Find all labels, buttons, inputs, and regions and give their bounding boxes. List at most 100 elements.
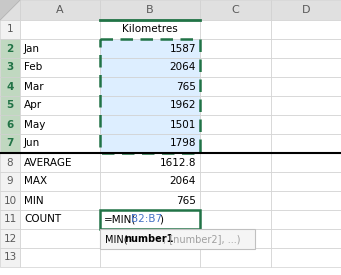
- Text: =MIN(: =MIN(: [104, 214, 136, 224]
- Text: 10: 10: [3, 196, 17, 205]
- Bar: [0, 0, 20, 20]
- Bar: [100, 115, 200, 134]
- Bar: [0, 248, 20, 267]
- Bar: [20, 0, 100, 20]
- Bar: [20, 134, 100, 153]
- Text: 1612.8: 1612.8: [160, 158, 196, 167]
- Bar: [100, 248, 200, 267]
- Polygon shape: [0, 0, 20, 20]
- Text: 11: 11: [3, 214, 17, 224]
- Text: 7: 7: [6, 139, 14, 148]
- Bar: [271, 210, 341, 229]
- Bar: [200, 115, 271, 134]
- Text: 12: 12: [3, 233, 17, 243]
- Bar: [100, 39, 200, 58]
- Bar: [0, 229, 20, 248]
- Bar: [271, 115, 341, 134]
- Bar: [20, 96, 100, 115]
- Bar: [0, 115, 20, 134]
- Bar: [200, 77, 271, 96]
- Bar: [0, 58, 20, 77]
- Bar: [20, 248, 100, 267]
- Bar: [0, 172, 20, 191]
- Text: 9: 9: [7, 177, 13, 186]
- Bar: [100, 153, 200, 172]
- Bar: [0, 153, 20, 172]
- Bar: [0, 39, 20, 58]
- Bar: [271, 134, 341, 153]
- Text: MIN(: MIN(: [105, 234, 128, 244]
- Text: Feb: Feb: [24, 62, 42, 73]
- Bar: [271, 229, 341, 248]
- Bar: [200, 134, 271, 153]
- Bar: [100, 96, 200, 115]
- Text: 1587: 1587: [169, 43, 196, 54]
- Text: number1: number1: [124, 234, 174, 244]
- Text: 765: 765: [176, 196, 196, 205]
- Bar: [100, 229, 200, 248]
- Text: 13: 13: [3, 252, 17, 263]
- Bar: [100, 210, 200, 229]
- Text: 1798: 1798: [169, 139, 196, 148]
- Text: ): ): [159, 214, 163, 224]
- Text: 3: 3: [6, 62, 14, 73]
- Bar: [200, 0, 271, 20]
- Bar: [20, 39, 100, 58]
- Text: 1: 1: [7, 24, 13, 34]
- Bar: [271, 96, 341, 115]
- Bar: [0, 210, 20, 229]
- Bar: [200, 58, 271, 77]
- Bar: [100, 58, 200, 77]
- Bar: [200, 96, 271, 115]
- Bar: [0, 77, 20, 96]
- Bar: [271, 58, 341, 77]
- Text: A: A: [56, 5, 64, 15]
- Bar: [200, 20, 271, 39]
- Bar: [200, 172, 271, 191]
- Text: 8: 8: [7, 158, 13, 167]
- Text: B2:B7: B2:B7: [132, 214, 163, 224]
- Text: 2: 2: [6, 43, 14, 54]
- Bar: [271, 153, 341, 172]
- Bar: [271, 20, 341, 39]
- Bar: [20, 172, 100, 191]
- Bar: [200, 153, 271, 172]
- Bar: [271, 191, 341, 210]
- Text: D: D: [302, 5, 310, 15]
- Text: B: B: [146, 5, 154, 15]
- Bar: [20, 191, 100, 210]
- Text: C: C: [232, 5, 239, 15]
- Text: 1501: 1501: [169, 120, 196, 130]
- Text: 765: 765: [176, 81, 196, 92]
- Bar: [100, 210, 200, 229]
- Bar: [100, 20, 200, 39]
- Text: MAX: MAX: [24, 177, 47, 186]
- Bar: [20, 58, 100, 77]
- Text: COUNT: COUNT: [24, 214, 61, 224]
- Bar: [20, 20, 100, 39]
- Text: , [number2], ...): , [number2], ...): [163, 234, 240, 244]
- Bar: [271, 172, 341, 191]
- Text: Kilometres: Kilometres: [122, 24, 178, 34]
- Text: MIN: MIN: [24, 196, 44, 205]
- Bar: [200, 248, 271, 267]
- Bar: [200, 229, 271, 248]
- Bar: [100, 172, 200, 191]
- Bar: [100, 134, 200, 153]
- Text: 4: 4: [6, 81, 14, 92]
- Text: Mar: Mar: [24, 81, 44, 92]
- Bar: [271, 77, 341, 96]
- Bar: [20, 77, 100, 96]
- Bar: [100, 0, 200, 20]
- Bar: [100, 77, 200, 96]
- Bar: [200, 39, 271, 58]
- Bar: [20, 153, 100, 172]
- Bar: [200, 191, 271, 210]
- Text: AVERAGE: AVERAGE: [24, 158, 73, 167]
- Bar: [271, 0, 341, 20]
- Text: Apr: Apr: [24, 100, 42, 111]
- Bar: [271, 39, 341, 58]
- Bar: [0, 191, 20, 210]
- Text: 6: 6: [6, 120, 14, 130]
- Bar: [100, 39, 200, 153]
